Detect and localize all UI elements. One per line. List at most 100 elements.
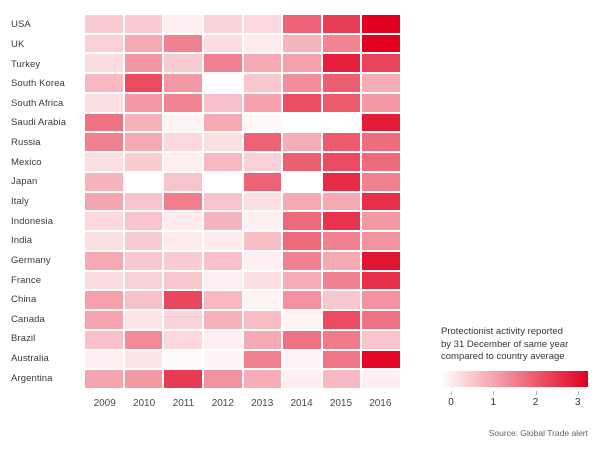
heatmap-cell [164,133,202,152]
x-axis-label: 2013 [251,398,274,409]
heatmap-cell [243,330,282,349]
heatmap-cell [85,15,123,33]
heatmap-cell [85,34,123,53]
heatmap-cell [322,113,361,132]
row-label: Australia [11,353,49,365]
heatmap-cell [322,15,361,33]
heatmap-cell [85,350,123,369]
heatmap-cell [203,192,242,211]
heatmap-grid [85,15,400,388]
heatmap-cell [283,74,321,92]
heatmap-cell [362,34,400,53]
heatmap-cell [322,212,361,231]
heatmap-cell [203,133,242,152]
heatmap-cell [283,54,321,73]
heatmap-cell [124,172,163,191]
legend-tick-label: 3 [574,396,581,408]
legend-tick-label: 0 [448,396,454,408]
heatmap-cell [322,192,361,211]
row-label: Germany [11,254,51,266]
heatmap-cell [322,251,361,270]
heatmap-cell [362,74,400,92]
heatmap-cell [362,172,400,191]
heatmap-cell [243,370,282,388]
heatmap-cell [203,34,242,53]
heatmap-cell [203,271,242,290]
heatmap-cell [85,54,123,73]
heatmap-cell [362,251,400,270]
heatmap-cell [243,54,282,73]
heatmap-cell [124,251,163,270]
row-label: France [11,274,42,286]
x-axis-label: 2015 [329,398,353,409]
heatmap-cell [124,291,163,310]
heatmap-cell [243,74,282,92]
y-axis-row-labels: USA UK Turkey South Korea South Africa Saudi … [11,15,83,388]
heatmap-cell [283,212,321,231]
heatmap-cell [243,34,282,53]
legend-tick-mark [535,390,537,395]
heatmap-cell [283,34,321,53]
x-axis-label: 2016 [369,398,392,409]
source-credit: Source: Global Trade alert [488,428,588,438]
legend-tick-mark [451,390,452,395]
heatmap-cell [283,172,321,191]
heatmap-cell [203,113,242,132]
heatmap-cell [203,212,242,231]
heatmap-cell [283,291,321,310]
heatmap-cell [283,153,321,171]
heatmap-cell [243,311,282,329]
heatmap-cell [283,370,321,388]
x-axis-label: 2012 [211,398,234,409]
heatmap-cell [203,330,242,349]
row-label: South Korea [11,78,65,90]
heatmap-cell [322,330,361,349]
heatmap-cell [85,172,123,191]
heatmap-cell [243,153,282,171]
heatmap-cell [243,192,282,211]
heatmap-cell [124,370,163,388]
heatmap-cell [243,271,282,290]
heatmap-cell [322,34,361,53]
heatmap-cell [203,172,242,191]
heatmap-cell [362,93,400,112]
row-label: Italy [11,195,29,207]
heatmap-cell [362,370,400,388]
heatmap-cell [243,172,282,191]
row-label: South Africa [11,97,64,109]
heatmap-cell [164,370,202,388]
heatmap-cell [85,153,123,171]
x-axis-year-labels: 2009 2010 2011 2012 2013 2014 2015 2016 [85,398,400,409]
heatmap-cell [124,350,163,369]
heatmap-cell [124,311,163,329]
heatmap-cell [322,232,361,250]
heatmap-cell [243,291,282,310]
heatmap-cell [283,232,321,250]
legend-gradient-bar [441,370,588,387]
heatmap-cell [362,192,400,211]
row-label: Mexico [11,156,42,168]
heatmap-cell [203,93,242,112]
heatmap-cell [203,15,242,33]
heatmap-cell [322,74,361,92]
heatmap-cell [124,153,163,171]
heatmap-cell [203,251,242,270]
legend-tick-label: 2 [532,396,539,408]
heatmap-cell [164,34,202,53]
legend-tick-mark [493,390,495,395]
heatmap-cell [85,271,123,290]
heatmap-cell [283,93,321,112]
heatmap-cell [124,34,163,53]
heatmap-cell [164,350,202,369]
row-label: UK [11,38,25,50]
row-label: China [11,294,37,306]
heatmap-cell [283,192,321,211]
heatmap-cell [85,192,123,211]
heatmap-cell [85,370,123,388]
legend-title-line: by 31 December of same year [441,338,569,350]
heatmap-cell [362,54,400,73]
heatmap-cell [85,133,123,152]
heatmap-cell [203,370,242,388]
legend-title-line: Protectionist activity reported [441,326,563,337]
heatmap-cell [85,113,123,132]
